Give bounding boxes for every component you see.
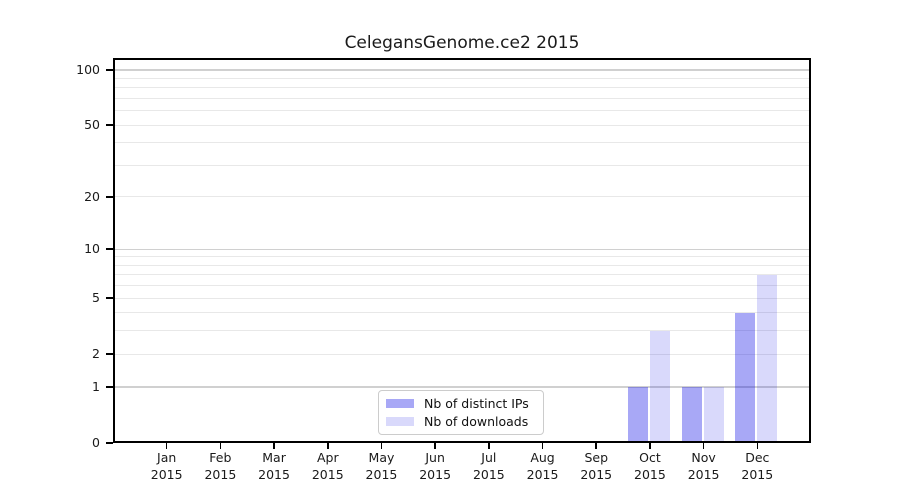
x-tick-label: Dec 2015 [741,450,774,482]
x-tick-mark [434,443,436,449]
x-tick-label: Apr 2015 [311,450,344,482]
y-tick-mark [106,124,113,126]
major-gridline [115,248,809,250]
minor-gridline [115,142,809,144]
minor-gridline [115,264,809,266]
x-tick-label: Jun 2015 [419,450,452,482]
x-tick-mark [219,443,222,449]
minor-gridline [115,297,809,299]
x-tick-label: Oct 2015 [634,450,666,482]
bar-distinct-ips [681,386,702,443]
x-tick-label: Feb 2015 [204,450,237,482]
y-tick-label: 20 [84,188,100,204]
minor-gridline [115,330,809,332]
y-tick-label: 5 [92,290,100,306]
legend-label-distinct-ips: Nb of distinct IPs [424,396,529,411]
x-tick-label: Jul 2015 [472,450,505,482]
x-tick-mark [488,443,490,449]
x-tick-label: Sep 2015 [580,450,613,482]
y-tick-mark [106,353,113,355]
minor-gridline [115,124,809,126]
bar-downloads [703,386,724,443]
x-tick-mark [756,443,759,449]
x-tick-mark [702,443,705,449]
bar-downloads [757,274,778,443]
bar-downloads [649,330,670,443]
minor-gridline [115,196,809,198]
x-tick-mark [273,443,275,449]
y-tick-mark [106,442,113,444]
minor-gridline [115,110,809,112]
x-tick-mark [380,443,383,449]
minor-gridline [115,97,809,99]
y-tick-label: 10 [84,241,100,257]
y-tick-mark [106,248,113,250]
x-tick-label: Nov 2015 [687,450,720,482]
major-gridline [115,69,809,71]
y-tick-label: 50 [84,117,100,133]
bar-distinct-ips [735,312,756,443]
minor-gridline [115,256,809,258]
y-tick-label: 2 [92,346,100,362]
x-tick-label: Aug 2015 [526,450,559,482]
axes-spines [113,58,811,443]
legend-swatch-downloads [386,417,414,426]
legend: Nb of distinct IPs Nb of downloads [378,390,544,435]
x-tick-mark [649,443,651,449]
y-tick-mark [106,297,113,299]
bar-distinct-ips [627,386,648,443]
y-tick-mark [106,386,113,388]
minor-gridline [115,353,809,355]
x-tick-label: Jan 2015 [150,450,183,482]
minor-gridline [115,87,809,89]
legend-item-downloads: Nb of downloads [386,414,537,429]
minor-gridline [115,77,809,79]
y-tick-label: 1 [92,378,100,394]
major-gridline [115,386,809,388]
x-tick-label: May 2015 [365,450,398,482]
x-tick-mark [327,443,329,449]
minor-gridline [115,274,809,276]
x-tick-mark [541,443,544,449]
y-tick-label: 100 [76,62,100,77]
minor-gridline [115,312,809,314]
legend-swatch-distinct-ips [386,399,414,408]
legend-label-downloads: Nb of downloads [424,414,529,429]
minor-gridline [115,164,809,166]
x-tick-mark [165,443,168,449]
plot-area: Nb of distinct IPs Nb of downloads [113,58,811,443]
chart-title: CelegansGenome.ce2 2015 [344,33,580,53]
y-tick-mark [106,196,113,198]
x-tick-label: Mar 2015 [258,450,290,482]
y-tick-mark [106,69,113,71]
x-tick-mark [595,443,597,449]
minor-gridline [115,285,809,287]
y-tick-label: 0 [92,435,100,450]
legend-item-distinct-ips: Nb of distinct IPs [386,396,537,411]
